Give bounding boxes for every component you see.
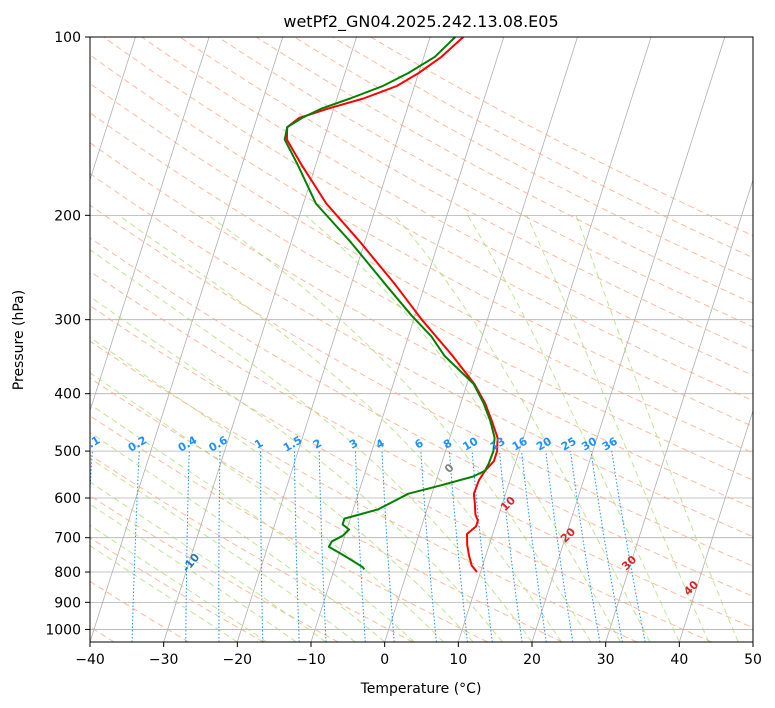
moist-adiabat-line <box>90 296 503 642</box>
mixing-ratio-line <box>260 451 264 642</box>
isotherm-line <box>90 37 284 642</box>
y-tick-label: 400 <box>54 387 81 403</box>
dry-adiabat-line <box>103 37 753 402</box>
dry-adiabat-line <box>141 37 753 377</box>
x-axis: −40 −30 −20 −10 0 10 20 30 40 50 <box>75 642 762 668</box>
moist-adiabat-line <box>90 372 444 642</box>
moist-adiabat-line <box>90 457 356 642</box>
isotherm-line <box>163 37 357 642</box>
chart-title: wetPf2_GN04.2025.242.13.08.E05 <box>283 12 558 32</box>
isotherm-line <box>605 178 753 642</box>
dry-adiabat-line <box>90 377 563 642</box>
dry-adiabat-line <box>255 37 753 304</box>
dry-adiabat-line <box>217 37 753 328</box>
mixing-ratio-line <box>420 451 437 642</box>
x-tick-label: −20 <box>223 652 253 668</box>
isotherm-line <box>236 37 431 642</box>
moist-adiabat-line <box>526 215 710 642</box>
dry-adiabat-line <box>90 580 190 642</box>
mixing-ratio-line <box>293 451 300 642</box>
y-tick-label: 600 <box>54 491 81 507</box>
dry-adiabat-line <box>90 142 753 509</box>
y-tick-label: 800 <box>54 565 81 581</box>
isotherm-line <box>752 640 753 642</box>
dry-adiabat-line <box>90 305 712 642</box>
isotherm-line <box>384 37 578 642</box>
background-reference-lines <box>0 37 753 642</box>
x-axis-title: Temperature (°C) <box>360 681 482 697</box>
temperature-profile-line <box>285 37 499 573</box>
moist-adiabat-line <box>90 481 326 642</box>
moist-adiabat-line <box>90 336 474 642</box>
dry-adiabat-label: -20 <box>31 499 54 523</box>
dry-adiabat-line <box>90 340 638 642</box>
isotherm-line <box>678 409 753 642</box>
moist-adiabat-line <box>305 214 621 642</box>
x-tick-label: 50 <box>744 652 762 668</box>
moist-adiabat-line <box>90 431 386 642</box>
x-tick-label: 0 <box>380 652 389 668</box>
mixing-ratio-line <box>218 451 221 642</box>
isotherm-line <box>531 37 726 642</box>
moist-adiabat-line <box>208 214 592 642</box>
dry-adiabat-line <box>90 82 753 454</box>
dry-adiabat-line <box>90 454 414 642</box>
plot-frame <box>89 36 754 643</box>
moist-adiabat-line <box>467 215 680 642</box>
x-tick-label: 40 <box>670 652 688 668</box>
dry-adiabat-line <box>90 537 264 642</box>
mixing-ratio-line <box>471 451 493 642</box>
moist-adiabat-line <box>90 503 297 642</box>
mixing-ratio-line <box>318 451 327 642</box>
moist-adiabat-line <box>575 215 739 642</box>
y-tick-label: 100 <box>54 30 81 46</box>
dry-adiabat-line <box>90 237 753 598</box>
dry-adiabat-line <box>90 270 753 629</box>
moist-adiabat-line <box>394 214 651 642</box>
mixing-ratio-line <box>354 451 366 642</box>
isotherm-line <box>90 37 210 413</box>
profile-lines <box>283 37 499 573</box>
plot-background <box>90 37 753 642</box>
x-tick-label: −40 <box>75 652 105 668</box>
y-axis: 100 200 300 400 500 600 700 800 900 1000 <box>45 30 90 638</box>
dewpoint-profile-line <box>283 37 496 570</box>
dry-adiabat-line <box>90 415 488 642</box>
y-tick-label: 900 <box>54 595 81 611</box>
mixing-ratio-line <box>185 451 190 642</box>
isotherm-line <box>90 37 136 182</box>
moist-adiabat-line <box>90 249 533 642</box>
y-tick-label: 1000 <box>45 622 81 638</box>
mixing-ratio-line <box>131 451 140 642</box>
y-axis-title: Pressure (hPa) <box>11 290 27 390</box>
isotherm-line <box>0 37 62 642</box>
x-tick-label: 30 <box>597 652 615 668</box>
mixing-ratio-line <box>448 451 468 642</box>
y-tick-label: 200 <box>54 208 81 224</box>
x-tick-label: 20 <box>523 652 541 668</box>
x-tick-label: −30 <box>149 652 179 668</box>
x-tick-label: 10 <box>449 652 467 668</box>
mixing-ratio-line <box>381 451 395 642</box>
y-tick-label: 500 <box>54 444 81 460</box>
y-tick-label: 700 <box>54 531 81 547</box>
dry-adiabat-line <box>90 112 753 481</box>
y-tick-label: 300 <box>54 313 81 329</box>
moist-adiabat-line <box>118 214 562 642</box>
x-tick-label: −10 <box>296 652 326 668</box>
